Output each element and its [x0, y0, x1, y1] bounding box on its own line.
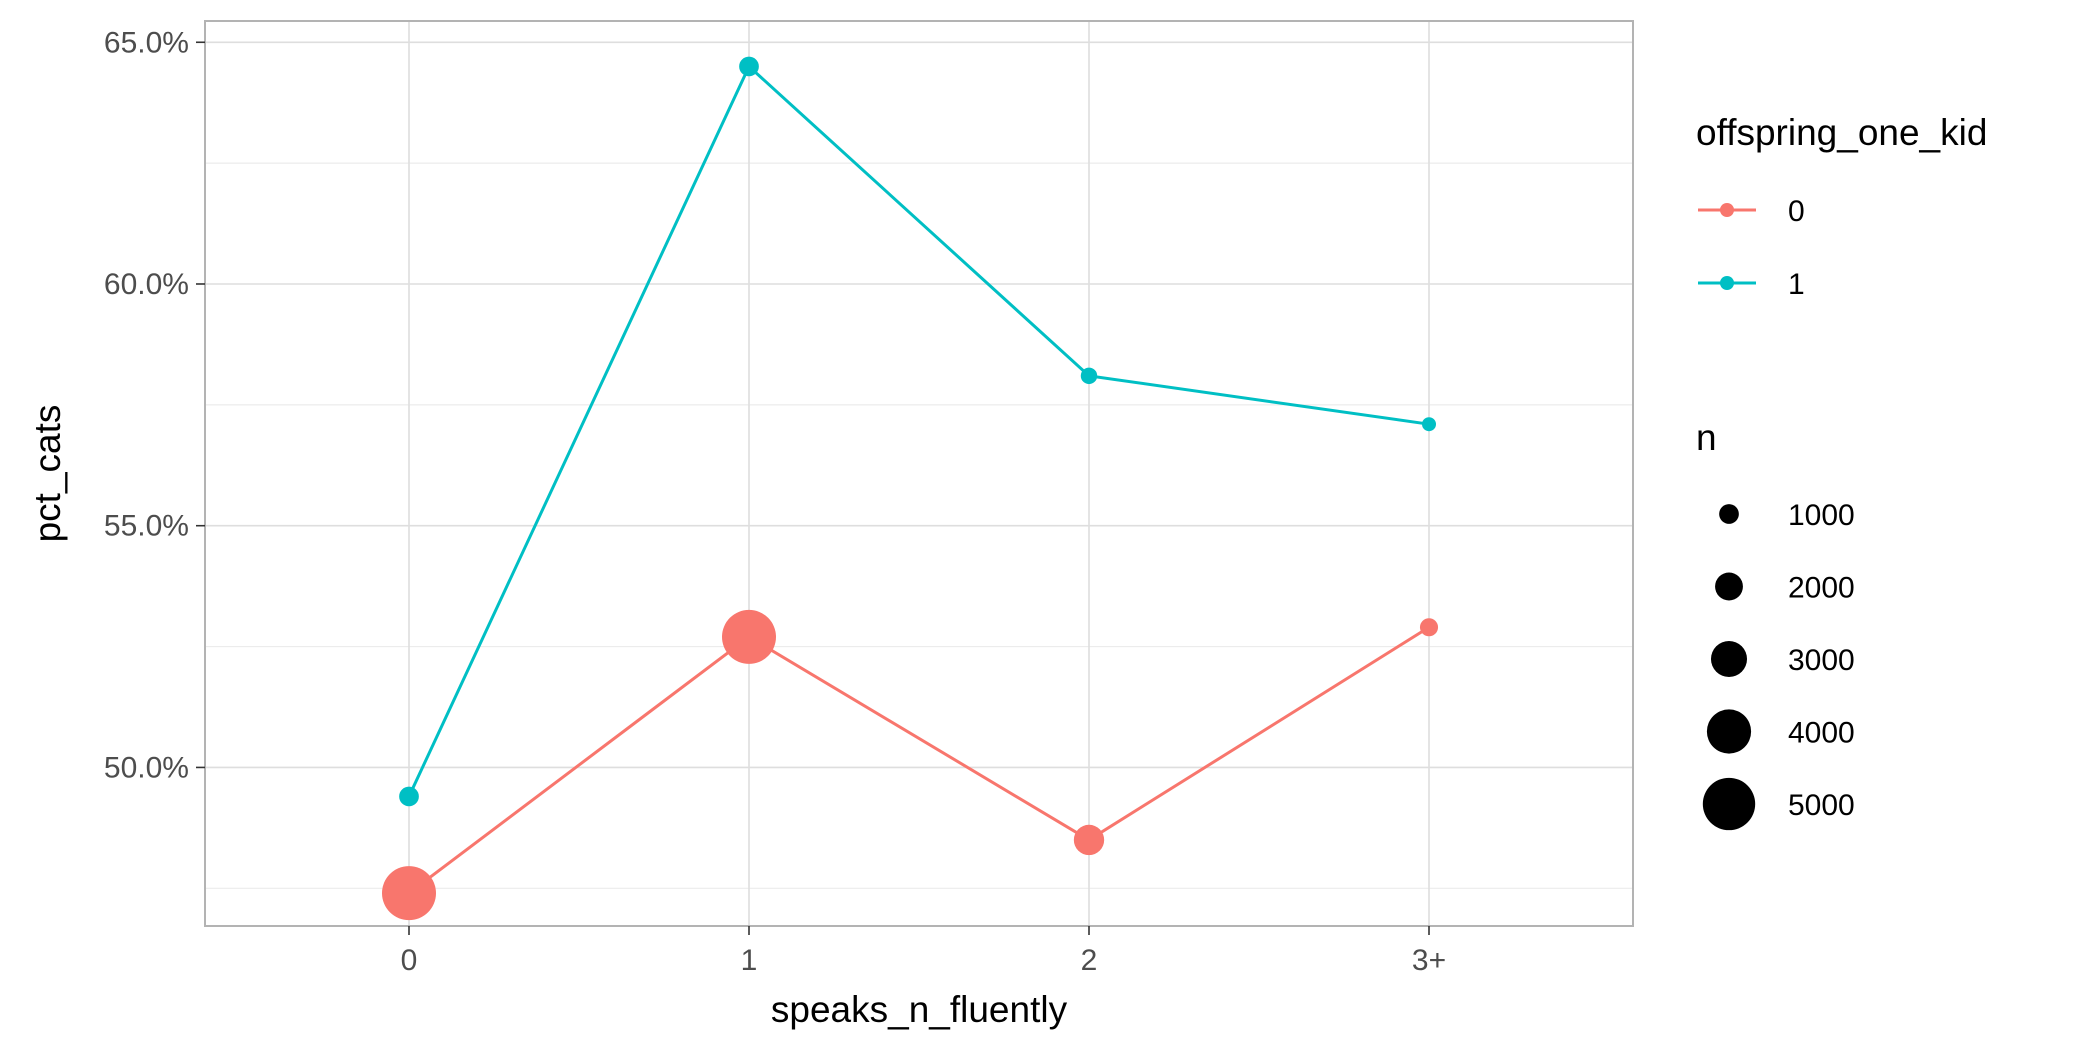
x-tick-label: 3+	[1412, 944, 1446, 977]
data-point-0-3+	[1419, 618, 1439, 637]
size-legend-key	[1706, 709, 1752, 754]
color-legend: offspring_one_kid 0 1	[1696, 112, 1987, 301]
y-tick-label: 55.0%	[104, 510, 189, 543]
data-point-1-3+	[1422, 417, 1436, 432]
y-tick-label: 50.0%	[104, 751, 189, 784]
size-legend-label: 4000	[1788, 717, 1855, 750]
series-line-0	[408, 625, 1430, 895]
data-point-1-1	[739, 56, 759, 77]
color-legend-label: 0	[1788, 195, 1805, 228]
series-layer	[382, 56, 1439, 921]
size-legend-label: 1000	[1788, 499, 1855, 532]
size-legend-label: 2000	[1788, 572, 1855, 605]
x-tick-label: 0	[401, 944, 418, 977]
size-legend-key	[1715, 572, 1743, 601]
x-axis-title: speaks_n_fluently	[771, 989, 1068, 1030]
data-point-0-0	[382, 866, 436, 921]
color-legend-title: offspring_one_kid	[1696, 112, 1987, 153]
series-line-1	[407, 63, 1430, 798]
size-legend-key	[1702, 777, 1756, 831]
x-tick-label: 1	[741, 944, 758, 977]
data-point-1-2	[1080, 367, 1098, 385]
size-legend-label: 5000	[1788, 789, 1855, 822]
grid	[205, 21, 1633, 926]
data-point-0-1	[722, 609, 776, 664]
size-legend-label: 3000	[1788, 644, 1855, 677]
y-tick-label: 65.0%	[104, 26, 189, 59]
plot-panel-border	[204, 20, 1634, 927]
y-tick-label: 60.0%	[104, 268, 189, 301]
x-tick-label: 2	[1081, 944, 1098, 977]
color-legend-label: 1	[1788, 268, 1805, 301]
color-legend-key-point	[1720, 203, 1734, 217]
size-legend-key	[1710, 640, 1748, 678]
axes: 50.0% 55.0% 60.0% 65.0% 0 1 2 3+	[104, 26, 1446, 977]
data-point-1-0	[399, 786, 419, 807]
y-axis-title: pct_cats	[27, 405, 68, 543]
size-legend-title: n	[1696, 417, 1717, 458]
data-point-0-2	[1073, 824, 1105, 856]
size-legend-key	[1719, 504, 1739, 524]
color-legend-key-point	[1720, 276, 1734, 290]
size-legend: n 1000 2000 3000 4000 5000	[1696, 417, 1855, 831]
